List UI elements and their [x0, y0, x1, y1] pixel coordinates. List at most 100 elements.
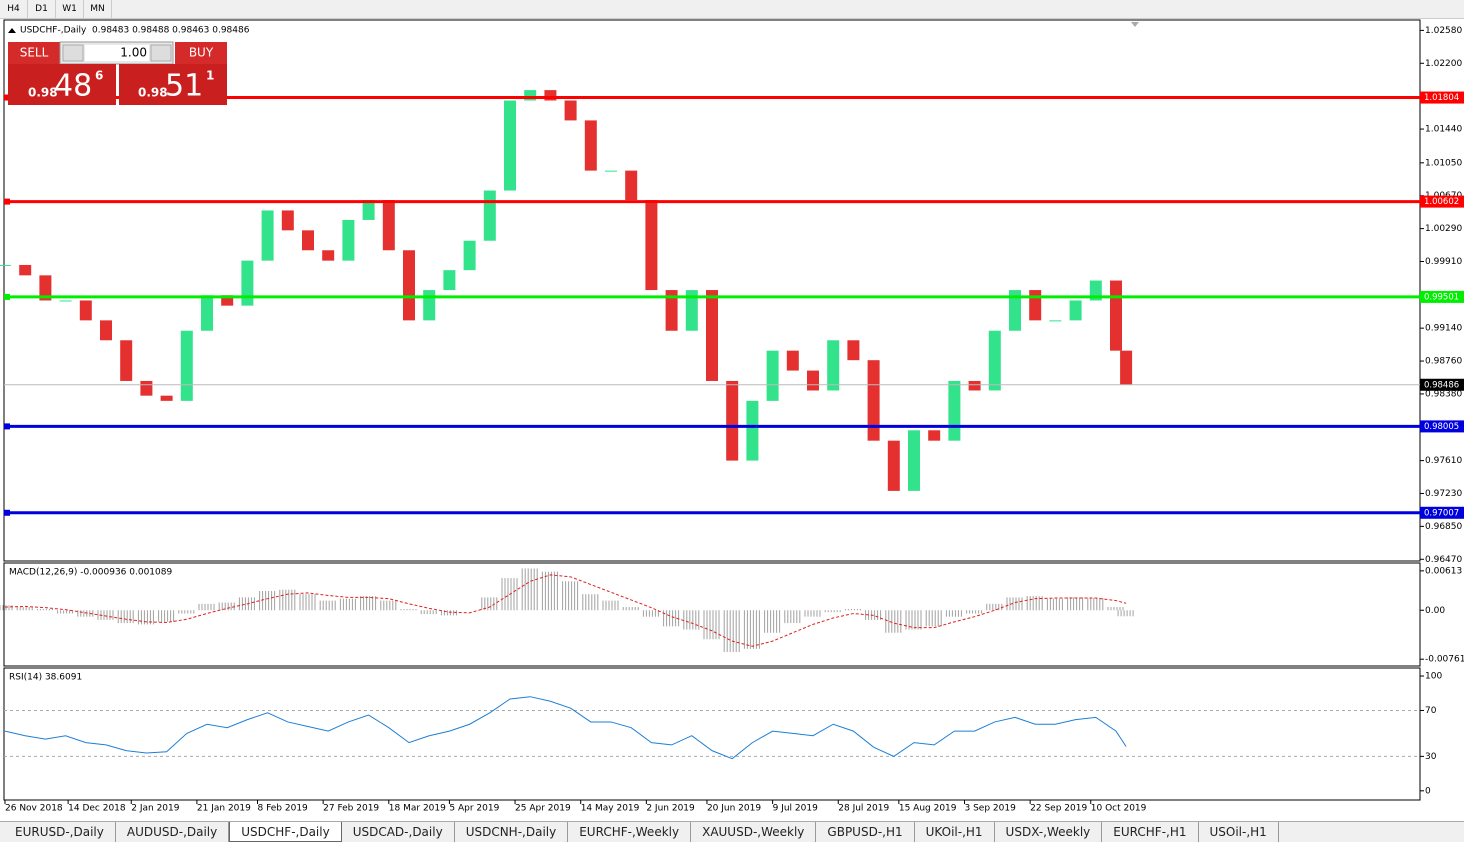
- sell-button[interactable]: [8, 42, 60, 64]
- sell-sup: 6: [95, 69, 103, 83]
- candle: [1069, 300, 1082, 321]
- y-tick-label: 0.96850: [1425, 522, 1462, 532]
- level-label-box: [1420, 420, 1464, 433]
- x-tick-label: 8 Feb 2019: [258, 804, 309, 814]
- candle: [140, 380, 153, 396]
- rsi-line: [4, 696, 1127, 760]
- candle: [928, 430, 941, 441]
- candle: [645, 200, 658, 291]
- y-tick-label: 0.97610: [1425, 456, 1462, 466]
- level-handle: [4, 509, 10, 516]
- candle: [504, 100, 516, 191]
- buy-sup: 1: [206, 69, 214, 83]
- chart-tab[interactable]: USOil-,H1: [1199, 822, 1279, 842]
- y-tick-label: 1.02200: [1425, 59, 1462, 69]
- y-tick-label: 70: [1425, 706, 1437, 716]
- x-tick-label: 20 Jun 2019: [707, 804, 761, 814]
- timeframe-button[interactable]: H4: [0, 0, 28, 18]
- chart-tab[interactable]: USDCAD-,Daily: [342, 822, 455, 842]
- candle: [302, 230, 314, 251]
- level-label-box: [1420, 195, 1464, 208]
- x-tick-label: 18 Mar 2019: [389, 804, 446, 814]
- candle: [100, 320, 112, 341]
- lot-input[interactable]: [85, 45, 149, 61]
- candle: [382, 200, 395, 251]
- candle: [706, 290, 718, 381]
- chart-window: USDCHF-,Daily 0.98483 0.98488 0.98463 0.9…: [0, 19, 1464, 814]
- candle: [807, 370, 819, 391]
- collapse-icon[interactable]: [8, 28, 16, 33]
- x-tick-label: 27 Feb 2019: [323, 804, 379, 814]
- level-handle: [4, 198, 10, 205]
- chart-tab[interactable]: XAUUSD-,Weekly: [691, 822, 817, 842]
- x-tick-label: 14 May 2019: [581, 804, 640, 814]
- timeframe-button[interactable]: W1: [56, 0, 84, 18]
- chart-tab[interactable]: USDCHF-,Daily: [229, 822, 342, 842]
- x-tick-label: 28 Jul 2019: [838, 804, 889, 814]
- level-handle: [4, 94, 10, 101]
- candle: [281, 210, 294, 231]
- rsi-panel: [3, 667, 1421, 801]
- buy-button[interactable]: [175, 42, 227, 64]
- x-tick-label: 2 Jan 2019: [131, 804, 179, 814]
- candle: [968, 380, 981, 391]
- candle: [201, 295, 213, 331]
- x-tick-label: 9 Jul 2019: [773, 804, 818, 814]
- price-label-box: [1420, 378, 1464, 391]
- timeframe-button[interactable]: MN: [84, 0, 112, 18]
- sell-label: SELL: [20, 46, 49, 60]
- candle: [483, 190, 496, 241]
- chart-tab[interactable]: EURUSD-,Daily: [4, 822, 116, 842]
- chart-tab[interactable]: EURCHF-,Weekly: [568, 822, 692, 842]
- shift-marker: [1131, 22, 1139, 27]
- candle: [342, 219, 355, 261]
- x-tick-label: 5 Apr 2019: [449, 804, 499, 814]
- timeframe-button[interactable]: D1: [28, 0, 56, 18]
- candle: [625, 170, 638, 201]
- chart-tab[interactable]: EURCHF-,H1: [1102, 822, 1199, 842]
- sell-big: 48: [54, 69, 92, 104]
- candle: [403, 250, 415, 321]
- level-label-box: [1420, 290, 1464, 303]
- y-tick-label: 1.02580: [1425, 26, 1462, 36]
- lot-up[interactable]: [150, 44, 172, 62]
- candle: [544, 90, 557, 101]
- candle: [39, 275, 52, 301]
- candle: [221, 295, 234, 306]
- level-handle: [4, 293, 10, 300]
- candle: [847, 340, 860, 361]
- x-tick-label: 26 Nov 2018: [5, 804, 63, 814]
- chart-tab[interactable]: AUDUSD-,Daily: [116, 822, 230, 842]
- macd-panel: [3, 562, 1421, 667]
- x-tick-label: 21 Jan 2019: [197, 804, 251, 814]
- candle: [1110, 280, 1122, 351]
- buy-big: 51: [165, 69, 203, 104]
- chart-tab[interactable]: USDX-,Weekly: [995, 822, 1103, 842]
- signal-line: [4, 574, 1127, 647]
- symbol-title: USDCHF-,Daily: [20, 26, 87, 36]
- y-tick-label: 30: [1425, 752, 1437, 762]
- level-label: 1.01804: [1424, 93, 1459, 103]
- x-tick-label: 14 Dec 2018: [68, 804, 126, 814]
- candle: [726, 380, 739, 461]
- indicator-title: MACD(12,26,9) -0.000936 0.001089: [9, 568, 172, 578]
- y-tick-label: 0.00613: [1425, 566, 1462, 576]
- chart-tab[interactable]: GBPUSD-,H1: [816, 822, 915, 842]
- y-tick-label: 0.99910: [1425, 257, 1462, 267]
- buy-label: BUY: [189, 46, 214, 60]
- y-tick-label: 1.01440: [1425, 125, 1462, 135]
- candle: [120, 340, 133, 381]
- y-tick-label: 0.99140: [1425, 324, 1462, 334]
- lot-down[interactable]: [62, 44, 84, 62]
- buy-price-box[interactable]: [119, 64, 227, 105]
- chart-tab[interactable]: USDCNH-,Daily: [455, 822, 569, 842]
- candle: [322, 250, 335, 261]
- x-tick-label: 3 Sep 2019: [965, 804, 1017, 814]
- chart-tab[interactable]: UKOil-,H1: [915, 822, 995, 842]
- y-tick-label: 0.97230: [1425, 489, 1462, 499]
- sell-price-box[interactable]: [8, 64, 116, 105]
- candle: [887, 440, 900, 491]
- candle: [261, 210, 274, 261]
- candle: [79, 300, 92, 321]
